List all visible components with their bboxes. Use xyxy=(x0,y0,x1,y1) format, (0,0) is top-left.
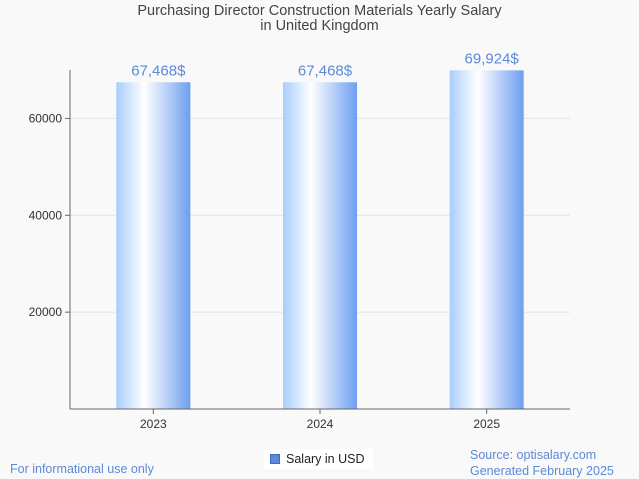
source-block: Source: optisalary.com Generated Februar… xyxy=(470,447,614,479)
bar-2025 xyxy=(449,70,524,410)
chart-title-line-1: Purchasing Director Construction Materia… xyxy=(137,3,502,19)
data-label: 67,468$ xyxy=(298,62,353,79)
data-label: 69,924$ xyxy=(465,50,520,67)
x-tick-label: 2023 xyxy=(140,417,167,431)
bar-2023 xyxy=(116,82,191,409)
legend: Salary in USD xyxy=(264,449,373,469)
bar-2024 xyxy=(283,82,357,409)
generated-date: Generated February 2025 xyxy=(470,464,614,478)
disclaimer-text: For informational use only xyxy=(10,462,154,476)
x-tick-label: 2024 xyxy=(307,417,334,431)
legend-label: Salary in USD xyxy=(286,452,365,466)
chart-title-line-2: in United Kingdom xyxy=(260,18,379,34)
y-tick-label: 40000 xyxy=(29,208,63,222)
y-tick-label: 20000 xyxy=(29,305,63,319)
source-link[interactable]: Source: optisalary.com xyxy=(470,448,597,462)
y-tick-label: 60000 xyxy=(29,111,63,125)
chart-title: Purchasing Director Construction Materia… xyxy=(0,4,639,34)
data-label: 67,468$ xyxy=(131,62,186,79)
x-tick-label: 2025 xyxy=(473,417,500,431)
legend-swatch xyxy=(270,454,280,464)
